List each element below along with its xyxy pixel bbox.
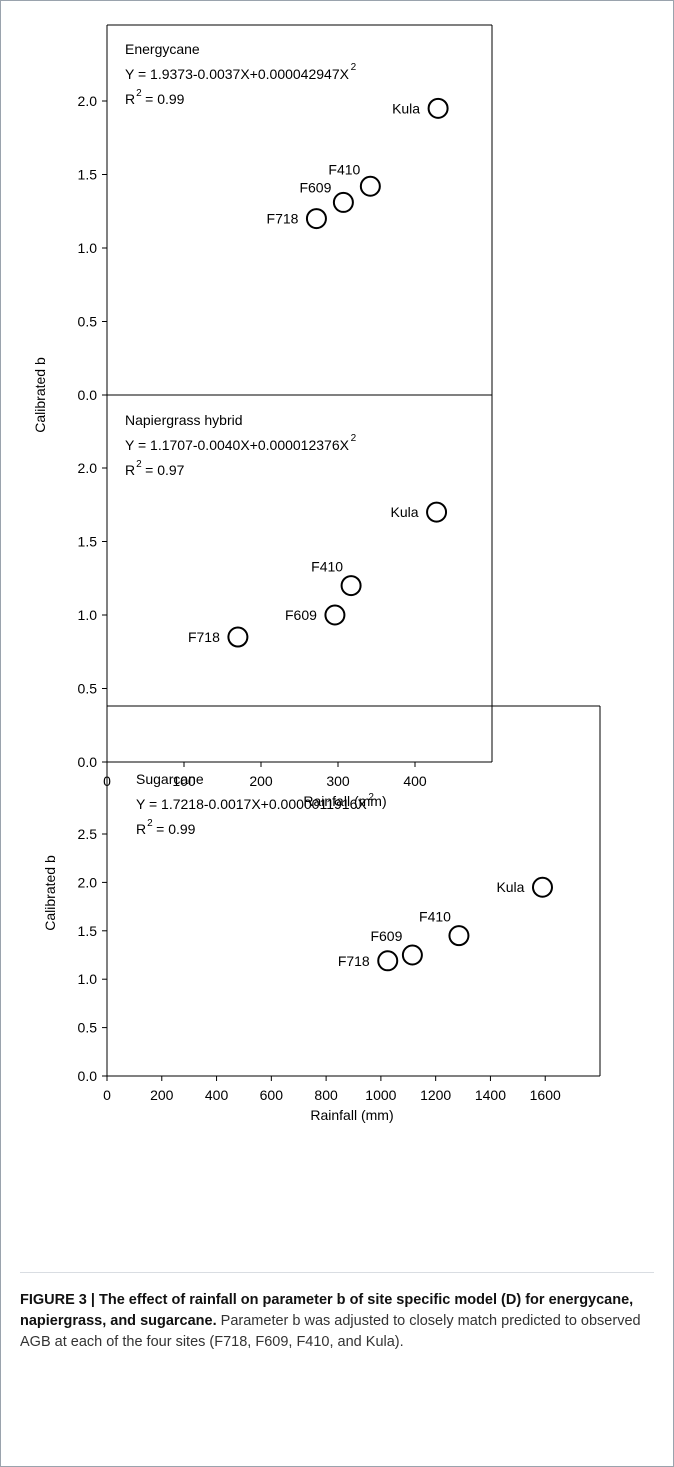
x-tick-label: 1600: [530, 1087, 561, 1103]
r-squared-symbol: R: [125, 91, 135, 107]
data-point-kula: [426, 501, 448, 523]
data-label-kula: Kula: [392, 100, 420, 116]
panel-label: Energycane: [125, 41, 200, 57]
x-tick-label: 1000: [365, 1087, 396, 1103]
y-tick-label: 0.5: [78, 681, 98, 697]
r-squared-value: = 0.97: [145, 462, 185, 478]
r-squared-exponent: 2: [136, 459, 142, 470]
data-point-f718: [305, 208, 327, 230]
data-label-kula: Kula: [391, 504, 419, 520]
data-point-f609: [324, 604, 346, 626]
data-point-kula: [427, 97, 449, 119]
equation: Y = 1.1707-0.0040X+0.000012376X: [125, 437, 350, 453]
data-point-f609: [332, 191, 354, 213]
data-point-kula: [531, 876, 553, 898]
x-tick-label: 200: [249, 773, 273, 789]
r-squared-value: = 0.99: [156, 821, 196, 837]
data-label-kula: Kula: [496, 879, 524, 895]
equation: Y = 1.7218-0.0017X+0.0000011916X: [136, 796, 367, 812]
figure-charts: 0.0 0.5 1.0 1.5 2.0 Calibrated b Energycane Y =…: [32, 24, 601, 1123]
data-label-f718: F718: [267, 211, 299, 227]
equation: Y = 1.9373-0.0037X+0.000042947X: [125, 66, 350, 82]
x-tick-label: 0: [103, 1087, 111, 1103]
y-tick-label: 1.5: [78, 167, 98, 183]
equation-exponent: 2: [351, 62, 357, 73]
data-label-f410: F410: [328, 161, 360, 177]
x-axis-label: Rainfall (mm): [310, 1107, 393, 1123]
r-squared-symbol: R: [136, 821, 146, 837]
data-point-f410: [448, 925, 470, 947]
data-label-f718: F718: [188, 629, 220, 645]
data-point-f718: [377, 950, 399, 972]
y-tick-label: 0.0: [78, 1068, 98, 1084]
y-tick-label: 2.0: [78, 874, 98, 890]
y-tick-label: 1.0: [78, 971, 98, 987]
r-squared-exponent: 2: [136, 88, 142, 99]
x-tick-label: 1200: [420, 1087, 451, 1103]
x-tick-label: 600: [260, 1087, 284, 1103]
y-tick-label: 2.5: [78, 826, 98, 842]
data-point-f410: [340, 575, 362, 597]
y-tick-label: 1.0: [78, 607, 98, 623]
x-axis-label: Rainfall (mm): [303, 793, 386, 809]
y-axis-label: Calibrated b: [42, 855, 58, 931]
panel-label: Napiergrass hybrid: [125, 412, 243, 428]
data-label-f410: F410: [311, 559, 343, 575]
caption-text: Parameter b was adjusted to closely matc…: [20, 1313, 641, 1350]
data-point-f410: [359, 175, 381, 197]
data-label-f609: F609: [285, 607, 317, 623]
y-tick-label: 0.0: [78, 387, 98, 403]
x-tick-label: 800: [314, 1087, 338, 1103]
x-tick-label: 300: [326, 773, 350, 789]
caption-divider: [20, 1272, 654, 1273]
x-tick-label: 100: [172, 773, 196, 789]
equation-exponent: 2: [351, 433, 357, 444]
y-tick-label: 0.0: [78, 754, 98, 770]
data-point-f718: [227, 626, 249, 648]
y-tick-label: 0.5: [78, 314, 98, 330]
y-tick-label: 2.0: [78, 460, 98, 476]
panel-label: Sugarcane: [136, 771, 204, 787]
x-tick-label: 200: [150, 1087, 174, 1103]
y-tick-label: 2.0: [78, 93, 98, 109]
data-label-f609: F609: [299, 179, 331, 195]
x-tick-label: 400: [205, 1087, 229, 1103]
y-tick-label: 1.5: [78, 923, 98, 939]
x-tick-label: 1400: [475, 1087, 506, 1103]
y-axis-label: Calibrated b: [32, 357, 48, 433]
r-squared-value: = 0.99: [145, 91, 185, 107]
data-label-f718: F718: [338, 953, 370, 969]
caption-title: FIGURE 3 | The effect of rainfall on par…: [20, 1292, 634, 1329]
figure-caption: FIGURE 3 | The effect of rainfall on par…: [20, 1290, 656, 1353]
data-label-f410: F410: [419, 909, 451, 925]
y-tick-label: 1.0: [78, 240, 98, 256]
x-tick-label: 400: [403, 773, 427, 789]
data-label-f609: F609: [370, 928, 402, 944]
equation-exponent: 2: [368, 792, 374, 803]
r-squared-exponent: 2: [147, 818, 153, 829]
data-point-f609: [401, 944, 423, 966]
r-squared-symbol: R: [125, 462, 135, 478]
y-tick-label: 0.5: [78, 1020, 98, 1036]
y-tick-label: 1.5: [78, 534, 98, 550]
